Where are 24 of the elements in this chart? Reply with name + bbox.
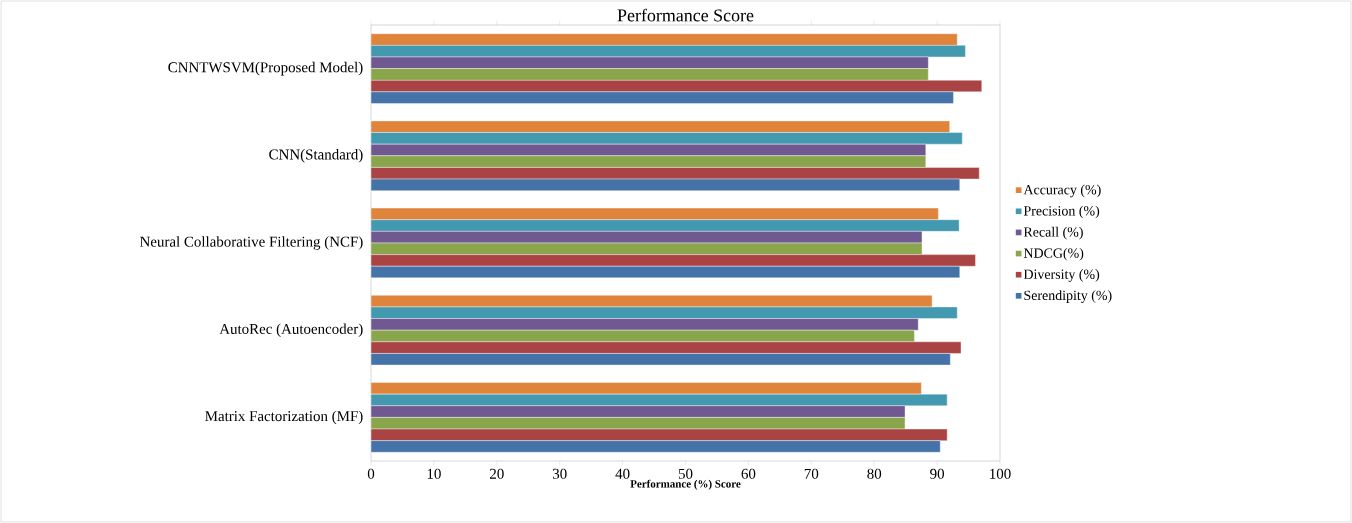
legend-label: Accuracy (%) xyxy=(1023,184,1101,198)
x-tick-label: 80 xyxy=(867,468,882,479)
y-tick-label: AutoRec (Autoencoder) xyxy=(219,323,363,337)
chart-title: Performance Score xyxy=(617,8,754,22)
y-tick-label: CNN(Standard) xyxy=(269,149,363,163)
x-tick-label: 50 xyxy=(678,468,693,479)
legend-label: Precision (%) xyxy=(1023,205,1100,219)
x-tick-label: 100 xyxy=(990,468,1011,479)
x-tick-label: 0 xyxy=(367,468,375,479)
legend-label: Serendipity (%) xyxy=(1024,290,1112,303)
x-tick-label: 60 xyxy=(741,468,756,479)
x-tick-label: 30 xyxy=(552,468,567,479)
x-tick-label: 20 xyxy=(490,468,504,479)
y-tick-label: CNNTWSVM(Proposed Model) xyxy=(168,61,363,76)
y-tick-label: Neural Collaborative Filtering (NCF) xyxy=(139,236,363,250)
x-tick-label: 90 xyxy=(930,468,945,479)
legend-label: Recall (%) xyxy=(1023,226,1083,240)
legend-label: NDCG(%) xyxy=(1023,247,1084,261)
x-tick-label: 40 xyxy=(615,468,630,479)
x-tick-label: 70 xyxy=(804,468,819,479)
x-tick-label: 10 xyxy=(427,468,441,479)
legend-label: Diversity (%) xyxy=(1023,269,1100,282)
y-tick-label: Matrix Factorization (MF) xyxy=(205,410,363,425)
x-axis-title: Performance (%) Score xyxy=(630,479,741,490)
